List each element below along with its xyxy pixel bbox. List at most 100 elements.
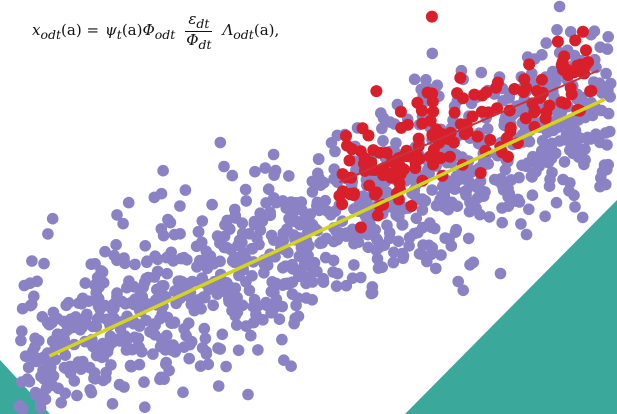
data-point-s0 — [281, 223, 293, 235]
data-point-s0 — [203, 251, 215, 264]
data-point-s0 — [523, 203, 535, 216]
data-point-s0 — [568, 134, 581, 147]
data-point-s0 — [149, 250, 161, 262]
data-point-s1 — [354, 221, 367, 234]
data-point-s0 — [247, 300, 259, 313]
data-point-s0 — [428, 222, 441, 235]
data-point-s0 — [88, 367, 101, 379]
data-point-s0 — [496, 202, 508, 214]
formula-denominator: Φdt — [186, 31, 212, 53]
data-point-s1 — [540, 106, 553, 119]
data-point-s0 — [239, 183, 252, 196]
data-point-s0 — [141, 256, 153, 269]
data-point-s0 — [158, 373, 170, 386]
data-point-s0 — [376, 261, 389, 274]
data-point-s0 — [80, 310, 93, 323]
data-point-s0 — [553, 0, 566, 13]
data-point-s0 — [282, 246, 294, 259]
formula-fraction: εdt Φdt — [185, 11, 213, 53]
data-point-s0 — [254, 224, 267, 236]
data-point-s0 — [202, 358, 215, 371]
data-point-s0 — [563, 185, 575, 197]
data-point-s1 — [491, 76, 504, 89]
data-point-s0 — [214, 343, 226, 355]
data-point-s0 — [268, 234, 280, 246]
data-point-s0 — [327, 254, 340, 267]
data-point-s0 — [530, 156, 542, 169]
data-point-s1 — [518, 73, 531, 86]
data-point-s0 — [131, 342, 143, 354]
data-point-s0 — [481, 123, 494, 135]
data-point-s0 — [138, 376, 150, 388]
data-point-s0 — [218, 160, 230, 173]
data-point-s1 — [409, 162, 422, 174]
data-point-s0 — [97, 337, 109, 350]
data-point-s0 — [249, 165, 261, 178]
data-point-s0 — [140, 314, 152, 327]
data-point-s1 — [344, 188, 357, 201]
data-point-s0 — [242, 388, 254, 401]
data-point-s1 — [394, 105, 407, 118]
data-point-s0 — [457, 284, 470, 297]
data-point-s0 — [185, 335, 198, 348]
data-point-s0 — [435, 249, 447, 261]
data-point-s0 — [226, 255, 239, 267]
data-point-s0 — [183, 352, 195, 365]
data-point-s1 — [559, 97, 572, 110]
data-point-s0 — [49, 353, 62, 366]
data-point-s1 — [502, 150, 514, 163]
data-point-s0 — [39, 393, 52, 406]
data-point-s0 — [253, 238, 265, 251]
data-point-s0 — [260, 296, 272, 309]
data-point-s0 — [89, 258, 101, 270]
data-point-s0 — [110, 239, 122, 251]
data-point-s0 — [268, 286, 280, 299]
formula-rhs-suffix: Λodt(a), — [222, 21, 280, 43]
data-point-s1 — [411, 96, 424, 109]
data-point-s0 — [24, 299, 37, 312]
data-point-s0 — [106, 398, 119, 410]
data-point-s1 — [343, 154, 356, 167]
data-point-s0 — [162, 213, 174, 226]
data-point-s0 — [133, 358, 146, 371]
data-point-s0 — [290, 299, 302, 312]
data-point-s0 — [600, 67, 612, 80]
data-point-s0 — [40, 382, 53, 395]
data-point-s0 — [536, 135, 549, 147]
data-point-s0 — [355, 271, 367, 284]
data-point-s0 — [116, 295, 128, 308]
data-point-s0 — [558, 156, 571, 168]
data-point-s0 — [397, 249, 410, 262]
data-point-s1 — [531, 85, 543, 97]
data-point-s0 — [366, 281, 379, 293]
data-point-s0 — [304, 216, 317, 229]
data-point-s0 — [168, 316, 181, 329]
data-point-s0 — [594, 136, 606, 149]
data-point-s0 — [313, 204, 326, 217]
data-point-s0 — [132, 332, 145, 345]
data-point-s0 — [230, 319, 243, 331]
data-point-s1 — [474, 167, 487, 179]
data-point-s0 — [157, 164, 169, 177]
data-point-s0 — [121, 281, 133, 294]
data-point-s0 — [526, 189, 539, 201]
data-point-s1 — [369, 188, 381, 201]
data-point-s0 — [538, 145, 551, 157]
data-point-s0 — [119, 333, 132, 345]
data-point-s0 — [15, 334, 27, 347]
data-point-s0 — [496, 216, 509, 229]
data-point-s1 — [377, 169, 390, 182]
data-point-s0 — [221, 277, 233, 289]
formula-lhs: xodt(a) = — [32, 21, 100, 43]
data-point-s0 — [96, 266, 109, 278]
data-point-s0 — [327, 266, 339, 278]
data-point-s0 — [277, 234, 290, 247]
data-point-s1 — [576, 25, 589, 38]
data-point-s1 — [393, 163, 406, 176]
data-point-s0 — [415, 248, 428, 260]
data-point-s0 — [84, 384, 96, 396]
data-point-s0 — [137, 281, 149, 294]
data-point-s0 — [492, 174, 504, 187]
data-point-s0 — [19, 350, 32, 363]
trend-line-yellow — [48, 97, 606, 358]
